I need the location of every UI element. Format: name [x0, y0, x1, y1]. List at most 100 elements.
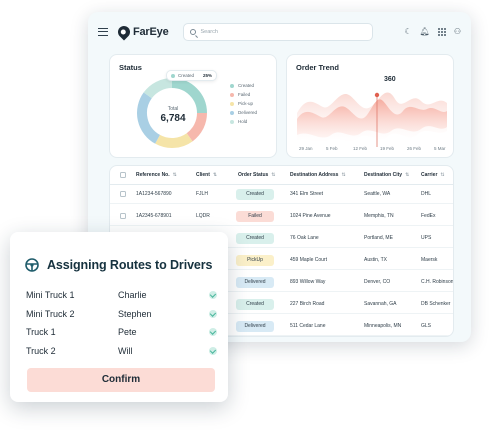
top-bar: FarEye Search ☾ 🔔︎ ⚇: [88, 12, 471, 52]
cell-carrier: DB Schenker: [421, 301, 451, 307]
bell-icon[interactable]: 🔔︎: [419, 27, 430, 36]
table-header: Reference No. ⇅ Client ⇅ Order Status ⇅ Des…: [110, 166, 453, 185]
truck-name: Mini Truck 1: [26, 290, 75, 300]
assignment-row: Truck 1 Pete: [26, 327, 217, 341]
cell-carrier: Maersk: [421, 257, 438, 263]
trend-marker-dot: [374, 92, 380, 98]
user-icon[interactable]: ⚇: [453, 27, 461, 36]
driver-name: Charlie: [118, 290, 147, 300]
header-carrier[interactable]: Carrier ⇅: [421, 172, 445, 178]
select-all-checkbox[interactable]: [120, 172, 126, 178]
donut-segment-created: [171, 78, 207, 114]
tooltip-dot: [171, 73, 175, 78]
legend-label: Created: [238, 83, 255, 88]
legend-item: Created: [230, 83, 257, 88]
search-placeholder: Search: [200, 29, 218, 35]
total-label: Total: [167, 106, 179, 112]
assign-header: Assigning Routes to Drivers: [25, 258, 212, 272]
cell-city: Seattle, WA: [364, 191, 391, 197]
cell-carrier: DHL: [421, 191, 432, 197]
legend-dot: [230, 101, 234, 106]
legend-item: Pick-up: [230, 101, 257, 106]
cell-carrier: GLS: [421, 323, 432, 329]
cell-city: Austin, TX: [364, 257, 387, 263]
tooltip-value: 25%: [203, 73, 213, 78]
cell-carrier: C.H. Robinson: [421, 279, 454, 285]
legend-dot: [230, 92, 234, 97]
table-row[interactable]: 1A1234-567890 FJLH Created 341 Elm Street Se…: [110, 185, 453, 204]
status-legend: Created Failed Pick-up Delivered Hold: [230, 83, 257, 124]
moon-icon[interactable]: ☾: [404, 27, 412, 36]
logo-pin-icon: [115, 23, 133, 41]
logo-text: FarEye: [133, 26, 169, 38]
cell-city: Denver, CO: [364, 279, 391, 285]
assign-title: Assigning Routes to Drivers: [47, 258, 213, 272]
top-icons: ☾ 🔔︎ ⚇: [404, 27, 461, 36]
cell-reference: 1A1234-567890: [136, 191, 172, 197]
trend-x-label: 12 Feb: [353, 146, 368, 151]
cell-carrier: FedEx: [421, 213, 436, 219]
donut-segment-failed: [186, 112, 207, 142]
check-icon: [209, 346, 217, 355]
header-destination-city[interactable]: Destination City ⇅: [364, 172, 410, 178]
donut-hole: [147, 88, 197, 138]
tooltip-label: Created: [178, 73, 195, 78]
order-trend-chart: [297, 92, 447, 147]
header-destination-address[interactable]: Destination Address ⇅: [290, 172, 346, 178]
assign-routes-card: Assigning Routes to Drivers Mini Truck 1…: [10, 232, 228, 402]
cell-city: Minneapolis, MN: [364, 323, 402, 329]
cell-carrier: UPS: [421, 235, 432, 241]
legend-label: Pick-up: [238, 101, 254, 106]
cell-address: 227 Birch Road: [290, 301, 325, 307]
cell-reference: 1A2345-678901: [136, 213, 172, 219]
legend-item: Hold: [230, 119, 257, 124]
trend-x-label: 19 Feb: [380, 146, 395, 151]
check-icon: [209, 309, 217, 318]
truck-name: Truck 1: [26, 327, 56, 337]
check-icon: [209, 328, 217, 336]
total-value: 6,784: [160, 113, 186, 124]
header-client[interactable]: Client ⇅: [196, 172, 218, 178]
status-badge: Created: [236, 233, 274, 244]
logo: FarEye: [115, 23, 169, 41]
status-badge: Created: [236, 299, 274, 310]
header-reference[interactable]: Reference No. ⇅: [136, 172, 177, 178]
check-icon: [209, 291, 217, 299]
cell-address: 76 Oak Lane: [290, 235, 319, 241]
driver-name: Will: [118, 345, 133, 356]
order-trend-card: Order Trend 29 Jan 5 Feb 12 Feb 19 Feb 26 Fe…: [286, 54, 454, 158]
driver-name: Stephen: [118, 308, 152, 319]
status-badge: Delivered: [236, 277, 274, 288]
donut-segment-pick-up: [155, 133, 193, 148]
status-badge: Created: [236, 189, 274, 200]
legend-dot: [230, 119, 234, 124]
cell-client: FJLH: [196, 191, 208, 197]
order-trend-title: Order Trend: [296, 63, 339, 72]
truck-name: Mini Truck 2: [26, 308, 75, 319]
cell-address: 459 Maple Court: [290, 257, 327, 263]
assignment-row: Mini Truck 2 Stephen: [26, 308, 217, 323]
row-checkbox[interactable]: [120, 213, 126, 219]
legend-label: Delivered: [238, 110, 258, 115]
cell-address: 1024 Pine Avenue: [290, 213, 331, 219]
trend-x-label: 26 Feb: [407, 146, 422, 151]
cell-city: Portland, ME: [364, 235, 393, 241]
assignment-row: Mini Truck 1 Charlie: [26, 290, 217, 304]
search-icon: [189, 29, 196, 35]
header-order-status[interactable]: Order Status ⇅: [238, 172, 276, 178]
confirm-button[interactable]: Confirm: [27, 368, 215, 392]
legend-label: Failed: [238, 92, 251, 97]
table-row[interactable]: 1A2345-678901 LQDR Failed 1024 Pine Avenue M…: [110, 207, 453, 226]
legend-item: Failed: [230, 92, 257, 97]
search-input[interactable]: Search: [182, 23, 373, 41]
status-card: Status Total 6,784 Created 25% Created Fa…: [109, 54, 277, 158]
row-checkbox[interactable]: [120, 191, 126, 197]
status-badge: Delivered: [236, 321, 274, 332]
status-title: Status: [119, 63, 142, 72]
cell-client: LQDR: [196, 213, 210, 219]
menu-icon[interactable]: [98, 28, 108, 36]
legend-item: Delivered: [230, 110, 257, 115]
cell-address: 341 Elm Street: [290, 191, 324, 197]
steering-wheel-icon: [25, 258, 39, 272]
apps-grid-icon[interactable]: [437, 28, 446, 36]
